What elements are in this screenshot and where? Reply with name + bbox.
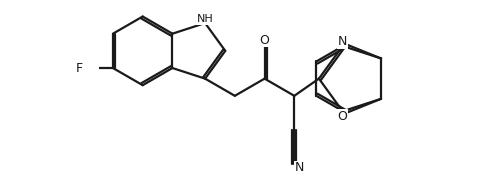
Text: O: O — [338, 110, 348, 123]
Text: N: N — [295, 161, 304, 174]
Text: F: F — [76, 62, 83, 75]
Text: O: O — [260, 34, 270, 47]
Text: NH: NH — [197, 14, 213, 24]
Text: N: N — [338, 35, 347, 48]
